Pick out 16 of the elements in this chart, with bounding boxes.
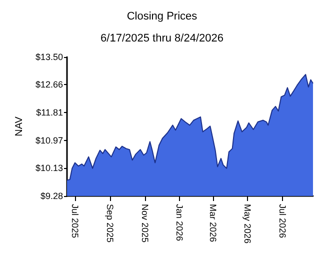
x-tick-label: Jan 2026 <box>174 204 184 242</box>
y-axis-title: NAV <box>14 116 26 136</box>
y-tick-label: $12.66 <box>35 80 63 90</box>
y-tick-label: $9.28 <box>40 191 63 201</box>
y-tick-label: $11.81 <box>36 108 63 118</box>
x-tick-label: Sep 2025 <box>105 204 116 243</box>
y-tick-label: $13.50 <box>35 52 63 62</box>
chart-subtitle: 6/17/2025 thru 8/24/2026 <box>100 32 224 44</box>
x-tick-label: May 2026 <box>242 204 253 244</box>
x-tick-label: Jul 2026 <box>277 204 288 238</box>
x-tick-label: Nov 2025 <box>140 204 150 243</box>
chart-title: Closing Prices <box>126 10 198 22</box>
y-tick-label: $10.97 <box>35 135 63 146</box>
x-tick-label: Jul 2025 <box>70 204 80 238</box>
y-tick-label: $10.13 <box>35 163 63 173</box>
x-tick-label: Mar 2026 <box>208 204 218 242</box>
